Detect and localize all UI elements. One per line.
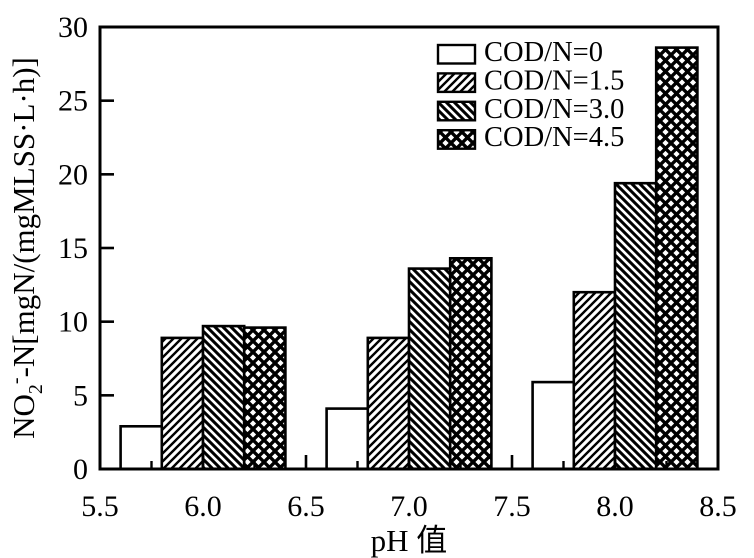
legend-label: COD/N=3.0 [484, 94, 624, 125]
bar-cod-n-4.5-ph-8.0 [654, 46, 699, 471]
bar-cod-n-3.0-ph-7.0 [407, 267, 452, 471]
bar-cod-n-0-ph-6.0 [119, 424, 164, 471]
bar-cod-n-1.5-ph-8.0 [572, 290, 617, 471]
x-tick-label: 8.0 [596, 490, 634, 523]
y-tick-label: 25 [58, 85, 88, 118]
y-tick-label: 15 [58, 232, 88, 265]
x-tick-label: 7.5 [493, 490, 531, 523]
y-tick-label: 10 [58, 306, 88, 339]
bar-cod-n-1.5-ph-6.0 [160, 336, 205, 471]
bar-cod-n-3.0-ph-8.0 [613, 181, 658, 471]
x-axis-title: pH 值 [371, 523, 448, 558]
legend-swatch-none-icon [436, 43, 477, 65]
y-tick-label: 5 [73, 379, 88, 412]
y-axis-title: NO2--N[mgN/(mgMLSS·L·h)] [5, 57, 47, 439]
y-tick-label: 0 [73, 453, 88, 486]
legend-label: COD/N=1.5 [484, 65, 624, 96]
bar-cod-n-0-ph-8.0 [531, 380, 576, 471]
y-tick-label: 30 [58, 11, 88, 44]
x-tick-label: 6.5 [287, 490, 325, 523]
legend-swatch-forward-icon [436, 72, 477, 94]
legend-label: COD/N=4.5 [484, 122, 624, 153]
legend-swatch-backward-icon [436, 100, 477, 122]
bar-cod-n-0-ph-7.0 [325, 407, 370, 471]
y-tick-label: 20 [58, 158, 88, 191]
x-tick-label: 7.0 [390, 490, 428, 523]
x-tick-label: 5.5 [81, 490, 119, 523]
bar-cod-n-3.0-ph-6.0 [201, 324, 246, 471]
x-tick-label: 6.0 [184, 490, 222, 523]
bar-cod-n-4.5-ph-6.0 [242, 326, 287, 471]
bar-cod-n-4.5-ph-7.0 [448, 256, 493, 471]
legend-swatch-cross-icon [436, 128, 477, 150]
x-tick-label: 8.5 [699, 490, 737, 523]
legend-label: COD/N=0 [484, 37, 603, 68]
bar-cod-n-1.5-ph-7.0 [366, 336, 411, 471]
